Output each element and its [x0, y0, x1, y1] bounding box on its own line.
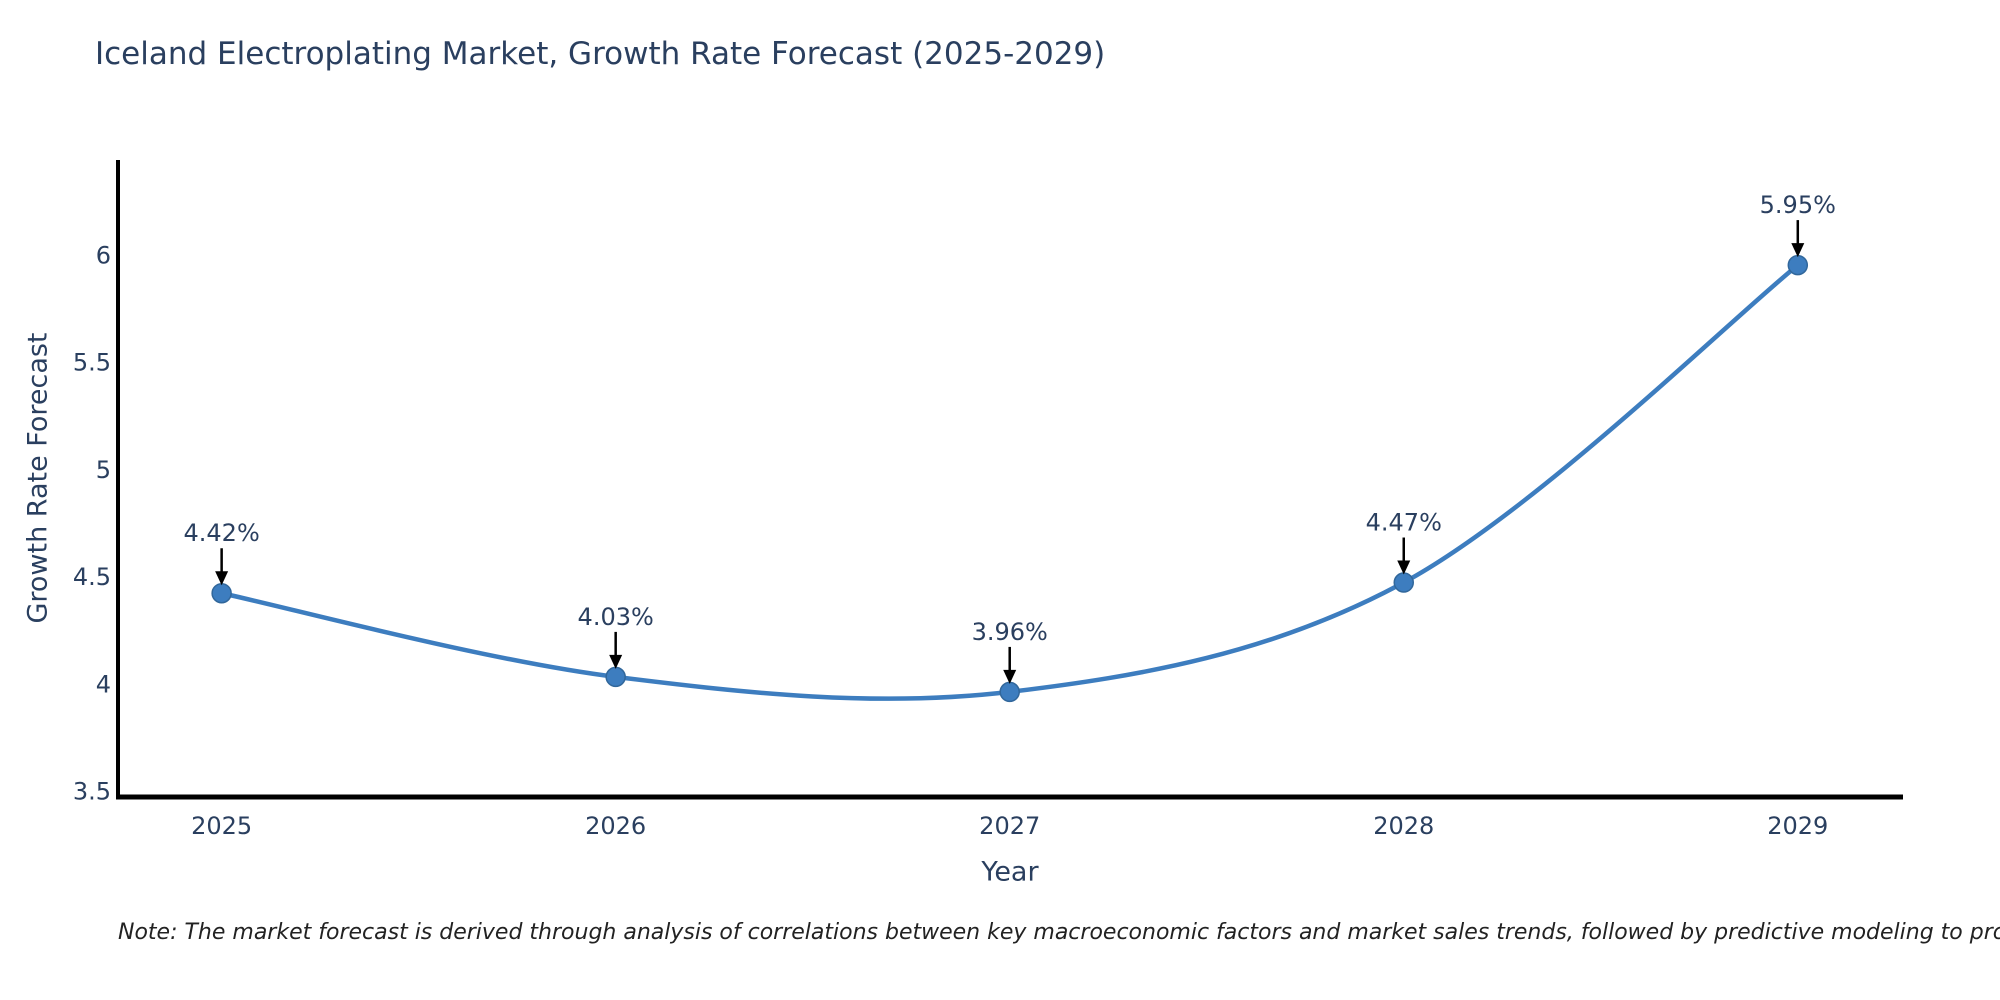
y-axis-title: Growth Rate Forecast	[22, 332, 54, 624]
y-tick-label: 4.5	[73, 563, 111, 591]
y-tick-label: 4	[96, 670, 111, 698]
point-value-label: 4.42%	[184, 519, 260, 547]
y-tick-label: 5	[96, 456, 111, 484]
annotation-arrow-head	[1003, 669, 1017, 684]
x-tick-label: 2029	[1767, 812, 1828, 840]
chart-title: Iceland Electroplating Market, Growth Ra…	[95, 36, 1106, 72]
x-tick-label: 2028	[1373, 812, 1434, 840]
annotation-arrow-head	[1397, 560, 1411, 575]
x-tick-label: 2026	[585, 812, 646, 840]
data-point-marker[interactable]	[1787, 254, 1809, 276]
footnote: Note: The market forecast is derived thr…	[118, 920, 2000, 945]
data-point-marker[interactable]	[211, 582, 232, 604]
point-value-label: 4.47%	[1366, 509, 1442, 537]
point-value-label: 3.96%	[972, 618, 1048, 646]
x-tick-label: 2025	[191, 812, 252, 840]
y-tick-label: 6	[96, 241, 111, 269]
data-point-marker[interactable]	[999, 681, 1020, 703]
point-value-label: 5.95%	[1760, 191, 1836, 219]
y-tick-label: 3.5	[73, 778, 111, 806]
data-point-marker[interactable]	[605, 666, 626, 688]
point-value-label: 4.03%	[578, 603, 654, 631]
annotation-arrow-head	[1791, 243, 1805, 258]
x-axis-title: Year	[981, 856, 1039, 888]
annotation-arrow-head	[215, 571, 229, 586]
x-tick-label: 2027	[979, 812, 1040, 840]
annotation-arrow-head	[609, 654, 623, 669]
data-point-marker[interactable]	[1393, 572, 1415, 593]
y-tick-label: 5.5	[73, 349, 111, 377]
